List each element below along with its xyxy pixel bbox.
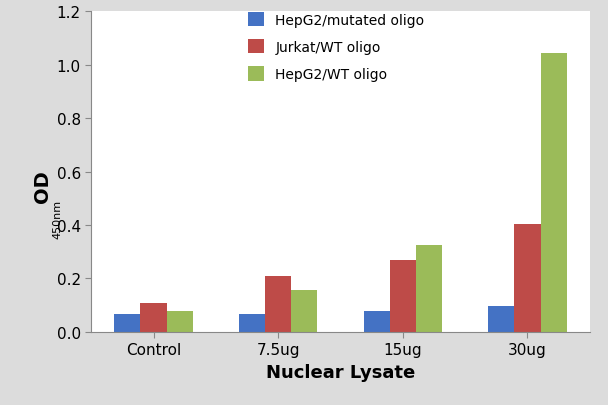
Bar xyxy=(416,245,442,332)
Bar xyxy=(541,53,567,332)
Bar xyxy=(488,306,514,332)
Bar xyxy=(167,311,193,332)
Bar xyxy=(364,311,390,332)
Text: 450nm: 450nm xyxy=(53,199,63,238)
Text: OD: OD xyxy=(33,170,52,202)
Legend: HepG2/mutated oligo, Jurkat/WT oligo, HepG2/WT oligo: HepG2/mutated oligo, Jurkat/WT oligo, He… xyxy=(247,13,424,82)
Bar xyxy=(265,277,291,332)
Bar xyxy=(514,224,541,332)
Bar xyxy=(390,261,416,332)
X-axis label: Nuclear Lysate: Nuclear Lysate xyxy=(266,363,415,381)
Bar xyxy=(140,303,167,332)
Bar xyxy=(291,290,317,332)
Bar xyxy=(114,314,140,332)
Bar xyxy=(239,314,265,332)
